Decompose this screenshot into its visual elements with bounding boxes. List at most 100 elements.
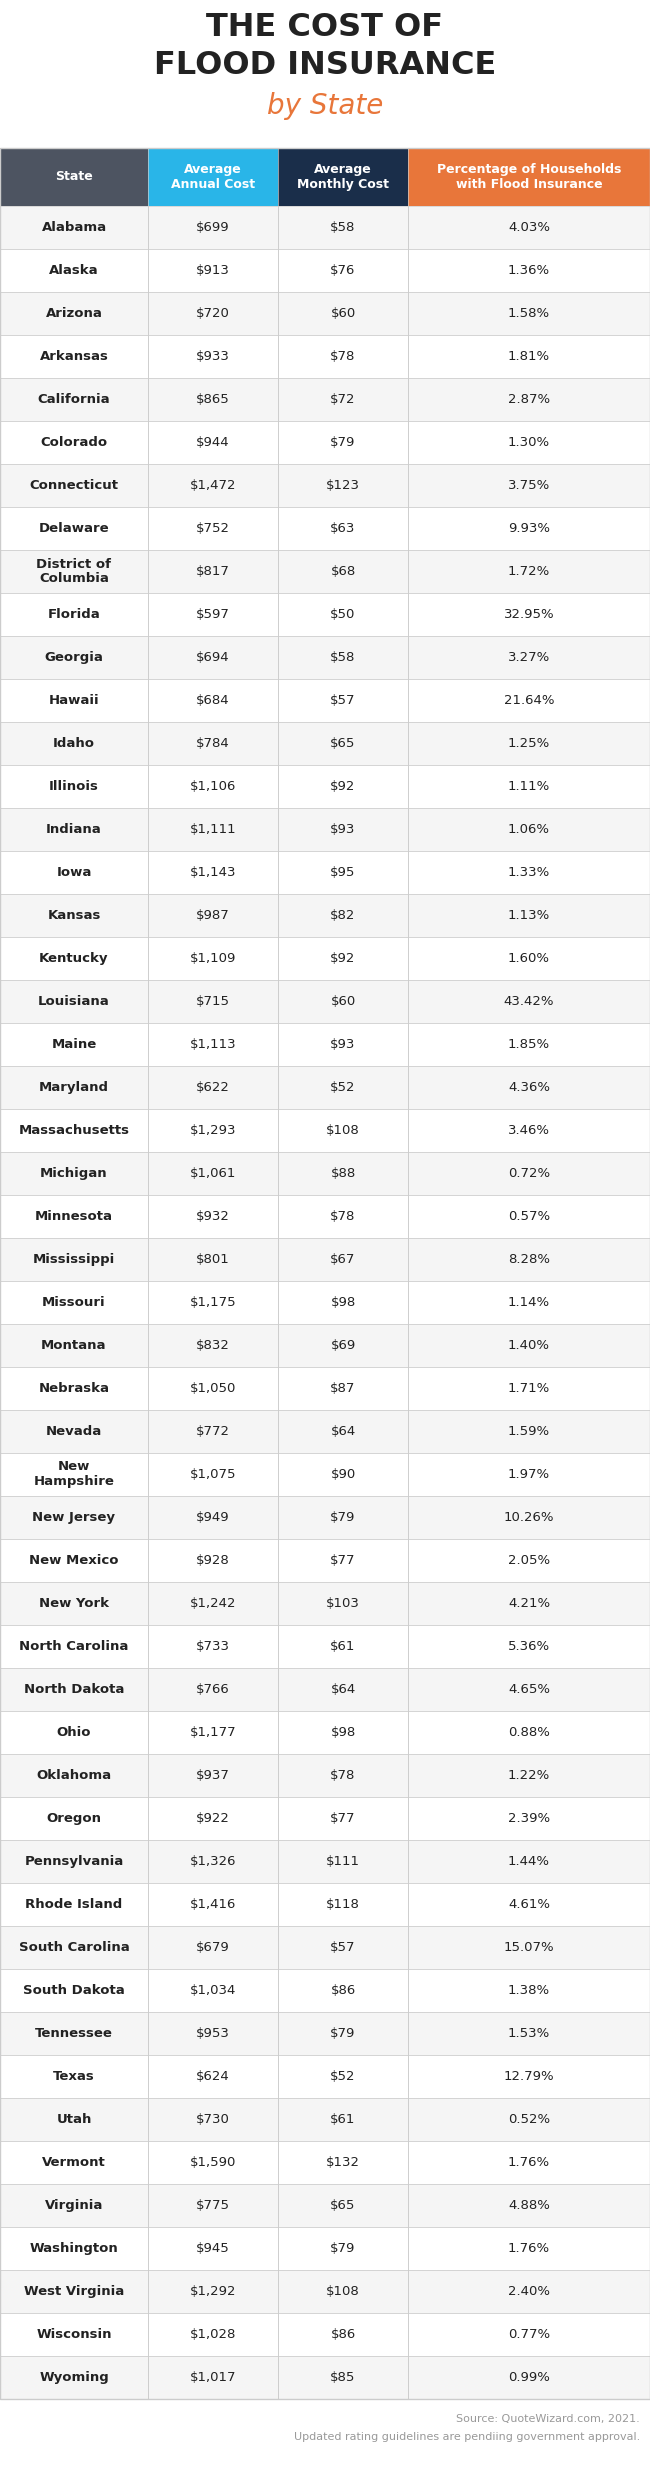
Bar: [408, 2357, 650, 2398]
Text: $65: $65: [330, 2199, 356, 2211]
Text: $93: $93: [330, 1038, 356, 1050]
Text: $86: $86: [330, 2327, 356, 2342]
Text: $79: $79: [330, 2243, 356, 2255]
Bar: [0, 148, 148, 207]
Bar: [408, 895, 650, 937]
Bar: [408, 850, 650, 895]
Text: 1.36%: 1.36%: [508, 264, 550, 276]
Text: $1,177: $1,177: [190, 1726, 237, 1738]
Bar: [278, 2011, 408, 2056]
Text: $76: $76: [330, 264, 356, 276]
Bar: [148, 335, 278, 377]
Bar: [408, 1410, 650, 1452]
Bar: [148, 508, 278, 550]
Bar: [148, 1925, 278, 1970]
Text: $720: $720: [196, 308, 230, 320]
Text: North Dakota: North Dakota: [24, 1684, 124, 1696]
Text: $64: $64: [330, 1684, 356, 1696]
Bar: [0, 377, 148, 422]
Text: 1.40%: 1.40%: [508, 1338, 550, 1351]
Bar: [408, 1023, 650, 1065]
Bar: [278, 1237, 408, 1282]
Bar: [148, 2142, 278, 2184]
Bar: [0, 636, 148, 678]
Bar: [0, 1151, 148, 1196]
Bar: [408, 2142, 650, 2184]
Bar: [0, 508, 148, 550]
Bar: [0, 1237, 148, 1282]
Text: 4.03%: 4.03%: [508, 222, 550, 234]
Bar: [0, 2098, 148, 2142]
Bar: [278, 809, 408, 850]
Bar: [0, 1538, 148, 1583]
Text: $87: $87: [330, 1383, 356, 1395]
Bar: [148, 1711, 278, 1755]
Bar: [148, 1368, 278, 1410]
Bar: [0, 1624, 148, 1669]
Text: Utah: Utah: [57, 2113, 92, 2125]
Bar: [278, 1196, 408, 1237]
Text: Oklahoma: Oklahoma: [36, 1770, 112, 1782]
Bar: [408, 1839, 650, 1883]
Bar: [278, 2098, 408, 2142]
Bar: [148, 2357, 278, 2398]
Text: $944: $944: [196, 436, 230, 449]
Bar: [148, 722, 278, 764]
Bar: [278, 291, 408, 335]
Text: $111: $111: [326, 1856, 360, 1868]
Bar: [148, 422, 278, 463]
Text: 1.60%: 1.60%: [508, 951, 550, 964]
Text: $61: $61: [330, 1639, 356, 1654]
Text: 1.97%: 1.97%: [508, 1469, 550, 1481]
Bar: [278, 722, 408, 764]
Bar: [278, 148, 408, 207]
Bar: [278, 981, 408, 1023]
Text: Mississippi: Mississippi: [33, 1252, 115, 1267]
Text: $1,061: $1,061: [190, 1166, 236, 1181]
Text: $949: $949: [196, 1511, 230, 1523]
Text: 21.64%: 21.64%: [504, 695, 554, 707]
Bar: [0, 207, 148, 249]
Bar: [148, 291, 278, 335]
Text: Updated rating guidelines are pendiing government approval.: Updated rating guidelines are pendiing g…: [294, 2433, 640, 2443]
Bar: [0, 550, 148, 594]
Bar: [408, 2312, 650, 2357]
Bar: [0, 249, 148, 291]
Text: 0.57%: 0.57%: [508, 1210, 550, 1223]
Bar: [0, 463, 148, 508]
Text: $1,292: $1,292: [190, 2285, 236, 2297]
Bar: [408, 636, 650, 678]
Text: Texas: Texas: [53, 2071, 95, 2083]
Bar: [408, 764, 650, 809]
Bar: [0, 1452, 148, 1496]
Bar: [408, 550, 650, 594]
Bar: [278, 2142, 408, 2184]
Bar: [148, 207, 278, 249]
Bar: [278, 1324, 408, 1368]
Text: FLOOD INSURANCE: FLOOD INSURANCE: [154, 49, 496, 81]
Bar: [0, 937, 148, 981]
Bar: [278, 1496, 408, 1538]
Text: $58: $58: [330, 651, 356, 663]
Bar: [148, 809, 278, 850]
Bar: [408, 377, 650, 422]
Bar: [0, 1410, 148, 1452]
Text: Indiana: Indiana: [46, 823, 102, 836]
Text: 1.53%: 1.53%: [508, 2026, 550, 2041]
Bar: [408, 1711, 650, 1755]
Bar: [408, 508, 650, 550]
Text: $1,143: $1,143: [190, 865, 236, 880]
Bar: [408, 594, 650, 636]
Text: $987: $987: [196, 910, 230, 922]
Bar: [278, 249, 408, 291]
Text: 1.85%: 1.85%: [508, 1038, 550, 1050]
Bar: [148, 2011, 278, 2056]
Text: 8.28%: 8.28%: [508, 1252, 550, 1267]
Text: 10.26%: 10.26%: [504, 1511, 554, 1523]
Bar: [148, 937, 278, 981]
Bar: [278, 377, 408, 422]
Text: $57: $57: [330, 1940, 356, 1955]
Bar: [278, 1023, 408, 1065]
Bar: [408, 1970, 650, 2011]
Bar: [0, 895, 148, 937]
